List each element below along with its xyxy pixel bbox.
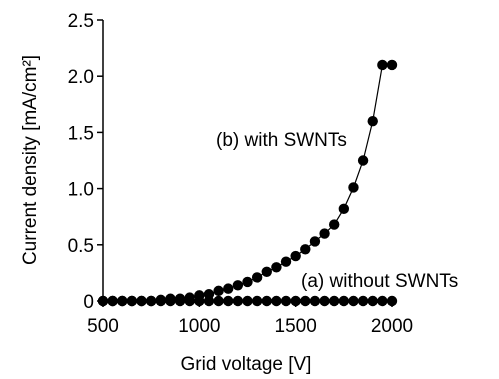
data-point	[300, 244, 311, 255]
data-point	[232, 295, 244, 307]
data-point	[386, 295, 398, 307]
data-point	[367, 295, 378, 307]
annotation-without-swnts: (a) without SWNTs	[301, 271, 458, 292]
data-point	[338, 295, 350, 307]
y-tick-label: 2.5	[68, 11, 94, 32]
data-point	[271, 295, 282, 307]
data-point	[319, 295, 330, 307]
data-point	[165, 293, 176, 304]
data-point	[251, 295, 263, 307]
data-point	[184, 292, 195, 303]
data-point	[280, 295, 292, 307]
data-point	[97, 295, 109, 307]
data-point	[367, 115, 378, 127]
data-point	[242, 295, 253, 307]
data-point	[107, 295, 118, 307]
annotation-with-swnts: (b) with SWNTs	[216, 130, 347, 151]
data-point	[329, 219, 340, 230]
data-point	[117, 295, 128, 307]
data-point	[203, 289, 215, 300]
data-point	[377, 59, 388, 71]
x-tick-label: 500	[87, 316, 119, 337]
data-point	[319, 228, 330, 239]
data-point	[223, 283, 234, 294]
data-point	[155, 294, 166, 306]
data-point	[386, 59, 398, 71]
x-axis-title: Grid voltage [V]	[181, 354, 312, 375]
data-point	[377, 295, 388, 307]
data-point	[290, 250, 301, 262]
data-point	[261, 295, 272, 307]
data-point	[261, 266, 272, 277]
data-point	[309, 236, 321, 247]
data-point	[290, 295, 301, 307]
data-point	[348, 295, 359, 307]
series-layer	[97, 59, 398, 307]
data-point	[309, 295, 321, 307]
data-point	[194, 290, 205, 301]
data-point	[145, 295, 157, 307]
data-point	[223, 295, 234, 307]
y-axis-title: Current density [mA/cm²]	[20, 55, 41, 265]
data-point	[348, 182, 359, 193]
x-axis: 500 1000 1500 2000	[87, 300, 413, 337]
data-point	[300, 295, 311, 307]
data-point	[242, 276, 253, 288]
data-point	[213, 295, 224, 307]
x-tick-label: 2000	[371, 316, 413, 337]
data-point	[126, 295, 138, 307]
data-point	[174, 293, 186, 304]
data-point	[338, 203, 350, 215]
x-tick-label: 1500	[275, 316, 317, 337]
data-point	[357, 155, 369, 166]
data-point	[232, 280, 244, 291]
data-point	[280, 256, 292, 267]
data-point	[329, 295, 340, 307]
x-tick-label: 1000	[178, 316, 220, 337]
y-tick-label: 1.0	[68, 180, 94, 201]
data-point	[213, 285, 224, 297]
data-point	[251, 272, 263, 283]
y-tick-label: 0.5	[68, 236, 94, 257]
y-tick-label: 1.5	[68, 123, 94, 144]
data-point	[136, 295, 147, 307]
data-point	[271, 262, 282, 273]
series-line	[103, 64, 392, 302]
data-point	[357, 295, 369, 307]
y-tick-label: 2.0	[68, 67, 94, 88]
series-with-swnts	[97, 59, 398, 307]
y-axis: 0 0.5 1.0 1.5 2.0 2.5	[68, 11, 104, 313]
y-tick-label: 0	[83, 292, 94, 313]
